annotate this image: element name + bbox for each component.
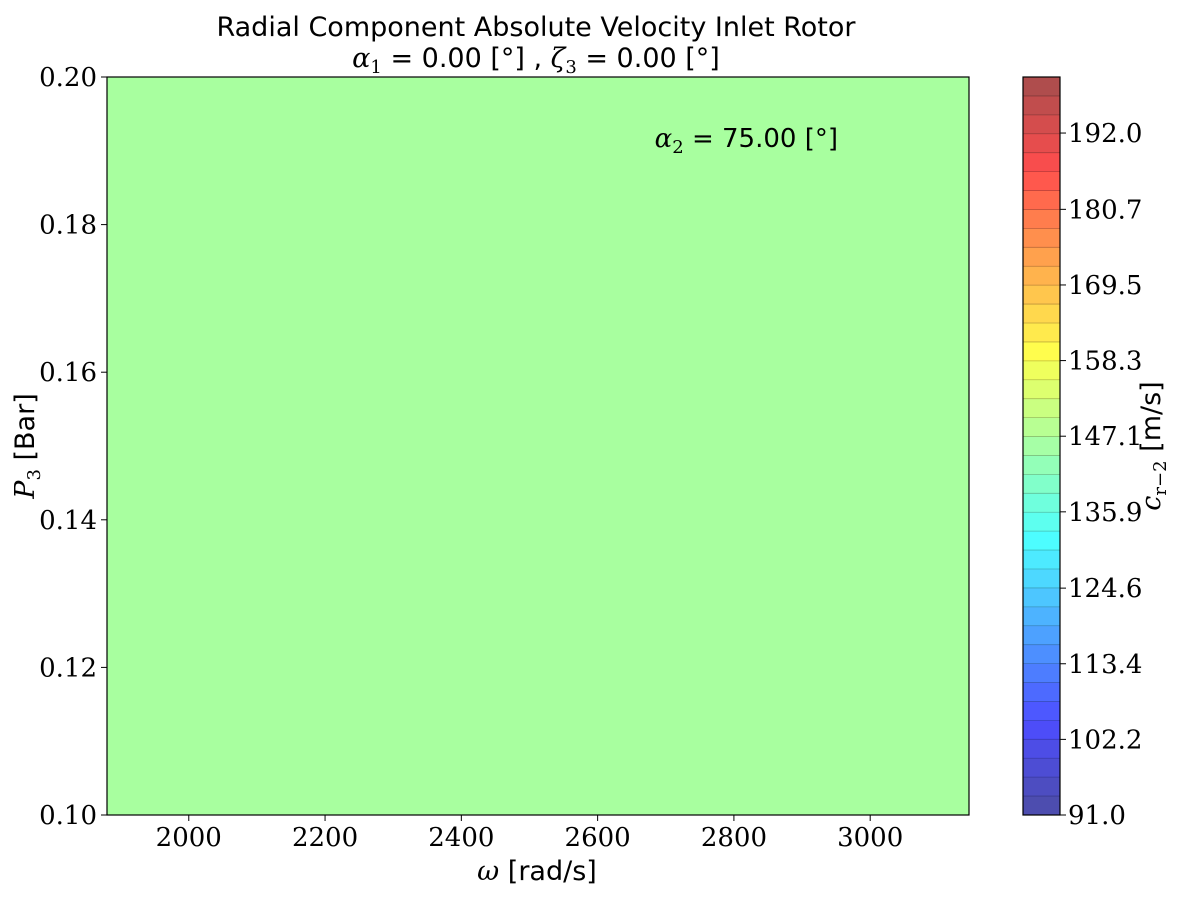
colorbar-level xyxy=(1023,531,1060,551)
colorbar-level xyxy=(1023,455,1060,475)
colorbar-level xyxy=(1023,550,1060,570)
colorbar-level xyxy=(1023,171,1060,191)
y-axis-ticks: 0.10 0.12 0.14 0.16 0.18 0.20 xyxy=(39,63,107,831)
colorbar-level xyxy=(1023,341,1060,362)
colorbar-level xyxy=(1023,77,1060,97)
colorbar-unit: [m/s] xyxy=(1136,381,1167,460)
colorbar-level xyxy=(1023,436,1060,456)
colorbar-level xyxy=(1023,644,1060,665)
colorbar-level xyxy=(1023,701,1060,721)
x-tick-label: 2800 xyxy=(701,823,767,853)
subtitle-zeta-subscript: 3 xyxy=(565,57,576,78)
annotation-alpha-subscript: 2 xyxy=(672,137,683,158)
y-tick-label: 0.18 xyxy=(39,211,97,241)
colorbar-level xyxy=(1023,587,1060,608)
colorbar-level xyxy=(1023,758,1060,778)
x-axis-omega-symbol: ω xyxy=(477,856,499,887)
colorbar-level xyxy=(1023,209,1060,229)
x-axis-unit: [rad/s] xyxy=(499,856,597,887)
colorbar-tick-label: 147.1 xyxy=(1068,422,1142,452)
colorbar-level xyxy=(1023,266,1060,286)
colorbar-c-subscript: r−2 xyxy=(1150,460,1171,495)
colorbar-tick-label: 180.7 xyxy=(1068,195,1142,225)
colorbar-ticks: 91.0 102.2 113.4 124.6 135.9 147.1 158.3 169.5 1… xyxy=(1060,119,1142,831)
colorbar-level xyxy=(1023,114,1060,135)
subtitle-alpha-subscript: 1 xyxy=(370,57,381,78)
colorbar-tick-label: 113.4 xyxy=(1068,650,1142,680)
colorbar-level xyxy=(1023,606,1060,627)
colorbar-level xyxy=(1023,796,1060,816)
y-tick-label: 0.12 xyxy=(39,653,97,683)
y-axis-label: P3 [Bar] xyxy=(10,393,45,499)
x-tick-label: 2000 xyxy=(156,823,222,853)
colorbar-tick-label: 91.0 xyxy=(1068,801,1126,831)
y-tick-label: 0.14 xyxy=(39,506,97,536)
colorbar-label: cr−2 [m/s] xyxy=(1136,381,1171,510)
annotation-value: = 75.00 [°] xyxy=(684,124,838,154)
colorbar-tick-label: 135.9 xyxy=(1068,498,1142,528)
subtitle-zeta-value: = 0.00 [°] xyxy=(577,43,720,74)
colorbar-level xyxy=(1023,417,1060,437)
colorbar-tick-label: 169.5 xyxy=(1068,271,1142,301)
colorbar-level xyxy=(1023,512,1060,532)
y-tick-label: 0.20 xyxy=(39,63,97,93)
subtitle-zeta-symbol: ζ xyxy=(551,43,567,74)
colorbar-level xyxy=(1023,228,1060,248)
contour-field xyxy=(107,77,969,815)
colorbar-tick-label: 192.0 xyxy=(1068,119,1142,149)
colorbar-level xyxy=(1023,625,1060,646)
y-axis-p-subscript: 3 xyxy=(24,469,45,480)
colorbar-level xyxy=(1023,133,1060,154)
colorbar-c-symbol: c xyxy=(1136,496,1167,511)
colorbar-level xyxy=(1023,720,1060,740)
chart-title: Radial Component Absolute Velocity Inlet… xyxy=(216,12,856,43)
y-axis-p-symbol: P xyxy=(10,480,41,500)
colorbar-level xyxy=(1023,474,1060,494)
colorbar xyxy=(1023,77,1060,816)
colorbar-level xyxy=(1023,247,1060,267)
colorbar-frame xyxy=(1022,76,1061,816)
colorbar-level xyxy=(1023,493,1060,513)
subtitle-alpha-symbol: α xyxy=(352,43,370,74)
colorbar-level xyxy=(1023,360,1060,381)
colorbar-tick-label: 102.2 xyxy=(1068,725,1142,755)
chart-subtitle: α1 = 0.00 [°] , ζ3 = 0.00 [°] xyxy=(352,43,720,78)
colorbar-tick-label: 158.3 xyxy=(1068,347,1142,377)
annotation-alpha-symbol: α xyxy=(655,124,673,154)
colorbar-level xyxy=(1023,398,1060,419)
y-axis-unit: [Bar] xyxy=(10,393,41,469)
colorbar-level xyxy=(1023,379,1060,400)
colorbar-tick-label: 124.6 xyxy=(1068,574,1142,604)
colorbar-level xyxy=(1023,682,1060,702)
x-tick-label: 3000 xyxy=(837,823,903,853)
colorbar-level xyxy=(1023,304,1060,324)
colorbar-level xyxy=(1023,739,1060,759)
x-axis-ticks: 2000 2200 2400 2600 2800 3000 xyxy=(156,815,903,853)
colorbar-level xyxy=(1023,323,1060,343)
colorbar-level xyxy=(1023,777,1060,797)
subtitle-alpha-value: = 0.00 [°] , xyxy=(382,43,551,74)
x-axis-label: ω [rad/s] xyxy=(477,856,597,887)
x-tick-label: 2600 xyxy=(565,823,631,853)
colorbar-level xyxy=(1023,95,1060,116)
alpha2-annotation: α2 = 75.00 [°] xyxy=(655,124,838,158)
colorbar-level xyxy=(1023,152,1060,173)
colorbar-level xyxy=(1023,569,1060,589)
x-tick-label: 2200 xyxy=(292,823,358,853)
x-tick-label: 2400 xyxy=(428,823,494,853)
plot-frame xyxy=(106,76,970,816)
y-tick-label: 0.16 xyxy=(39,358,97,388)
colorbar-level xyxy=(1023,285,1060,305)
colorbar-level xyxy=(1023,190,1060,210)
colorbar-level xyxy=(1023,663,1060,683)
y-tick-label: 0.10 xyxy=(39,801,97,831)
